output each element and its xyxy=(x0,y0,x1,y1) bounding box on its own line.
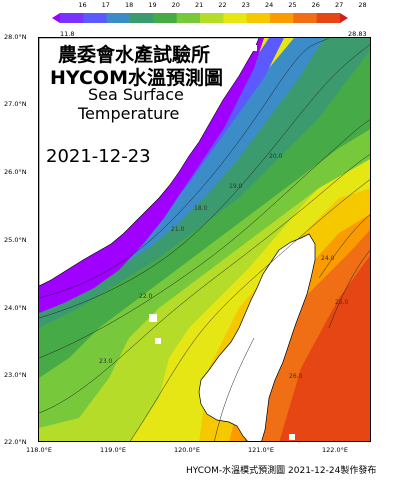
contour-line xyxy=(39,154,370,414)
lat-tick: 25.0°N xyxy=(4,236,27,244)
lon-tick: 120.0°E xyxy=(174,446,200,454)
colorbar-tick-label: 25 xyxy=(288,1,297,9)
colorbar-cell xyxy=(106,13,131,23)
contour-line xyxy=(130,179,370,441)
lat-tick: 27.0°N xyxy=(4,100,27,108)
colorbar-max-arrow xyxy=(340,13,348,23)
colorbar-max-label: 28.83 xyxy=(348,30,367,38)
small-island xyxy=(289,434,295,440)
sst-title-line1: Sea Surface xyxy=(88,85,184,104)
colorbar-cell xyxy=(130,13,154,23)
colorbar-tick-label: 18 xyxy=(125,1,134,9)
sst-band-28a xyxy=(279,255,370,441)
contour-label: 18.0 xyxy=(194,205,208,212)
matsu-island xyxy=(251,45,257,51)
colorbar-cell xyxy=(153,13,178,23)
colorbar-tick-label: 26 xyxy=(311,1,320,9)
sst-map-graphic: 21.0 22.0 23.0 24.0 25.0 26.0 18.0 19.0 … xyxy=(39,38,370,441)
taiwan xyxy=(198,233,316,441)
colorbar-cell xyxy=(270,13,294,23)
lat-tick: 26.0°N xyxy=(4,168,27,176)
contour-line xyxy=(328,250,370,329)
contour-label: 25.0 xyxy=(335,299,349,306)
lon-tick: 121.0°E xyxy=(248,446,274,454)
colorbar-min-label: 11.8 xyxy=(60,30,75,38)
colorbar-cell xyxy=(200,13,224,23)
colorbar-cell xyxy=(60,13,84,23)
contour-line xyxy=(39,38,330,299)
sst-title-line2: Temperature xyxy=(78,104,180,123)
colorbar-graphic xyxy=(52,13,348,23)
colorbar-min-arrow xyxy=(52,13,60,23)
sst-map: 21.0 22.0 23.0 24.0 25.0 26.0 18.0 19.0 … xyxy=(38,37,371,442)
contour-label: 19.0 xyxy=(229,183,243,190)
colorbar-tick-label: 20 xyxy=(171,1,180,9)
colorbar-tick-label: 17 xyxy=(101,1,110,9)
contour-label: 24.0 xyxy=(321,255,335,262)
contour-label: 26.0 xyxy=(289,373,303,380)
colorbar-cell xyxy=(83,13,108,23)
forecast-date: 2021-12-23 xyxy=(46,146,151,167)
contour-label: 22.0 xyxy=(139,293,153,300)
product-title: HYCOM水溫預測圖 xyxy=(50,67,223,89)
colorbar-cell xyxy=(176,13,201,23)
agency-title: 農委會水產試驗所 xyxy=(58,44,211,66)
colorbar-tick-label: 19 xyxy=(148,1,157,9)
china-mainland xyxy=(39,38,260,287)
colorbar-tick-label: 16 xyxy=(78,1,87,9)
contour-label: 21.0 xyxy=(171,226,185,233)
colorbar-cell xyxy=(316,13,341,23)
colorbar-cell xyxy=(223,13,248,23)
lon-tick: 118.0°E xyxy=(26,446,52,454)
lat-tick: 22.0°N xyxy=(4,438,27,446)
contour-line xyxy=(318,214,370,279)
footer-caption: HYCOM-水溫模式預測圖 2021-12-24製作發布 xyxy=(186,466,377,476)
contour-label: 20.0 xyxy=(269,153,283,160)
contour-label: 23.0 xyxy=(99,358,113,365)
lon-tick: 119.0°E xyxy=(100,446,126,454)
colorbar-cell xyxy=(293,13,318,23)
colorbar-tick-label: 27 xyxy=(335,1,344,9)
lon-tick: 122.0°E xyxy=(322,446,348,454)
contour-line xyxy=(214,337,255,441)
colorbar xyxy=(52,10,348,24)
contour-line xyxy=(39,119,370,359)
colorbar-tick-label: 21 xyxy=(195,1,204,9)
penghu-island xyxy=(149,314,157,322)
colorbar-tick-label: 28 xyxy=(358,1,367,9)
colorbar-tick-label: 22 xyxy=(218,1,227,9)
lat-tick: 28.0°N xyxy=(4,33,27,41)
lat-tick: 23.0°N xyxy=(4,371,27,379)
colorbar-tick-label: 24 xyxy=(265,1,274,9)
penghu-island xyxy=(155,338,161,344)
colorbar-tick-label: 23 xyxy=(241,1,250,9)
colorbar-cell xyxy=(246,13,271,23)
lat-tick: 24.0°N xyxy=(4,304,27,312)
